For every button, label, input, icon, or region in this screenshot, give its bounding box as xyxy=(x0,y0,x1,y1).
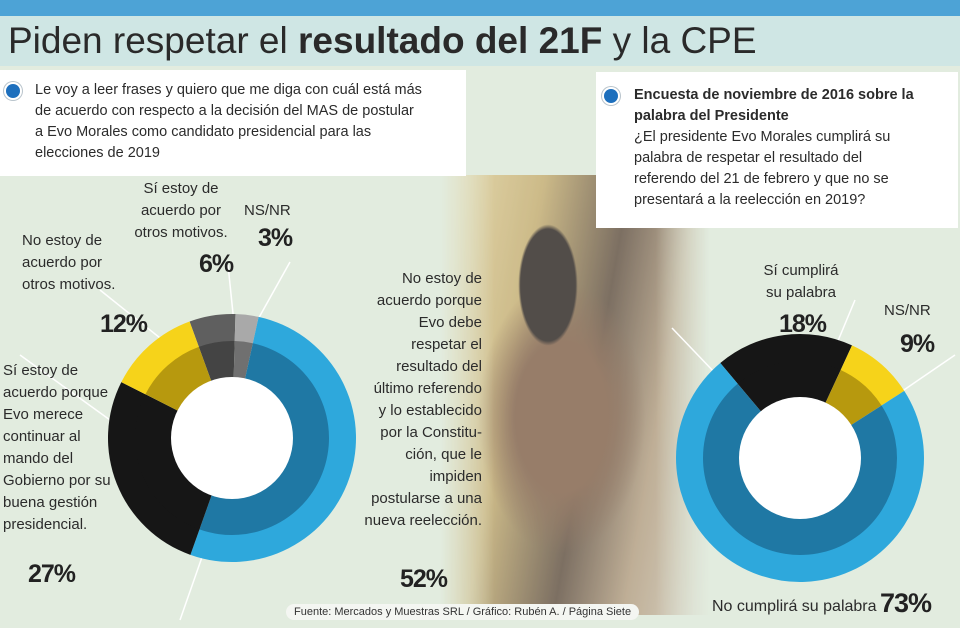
donut-slice-outer xyxy=(190,316,357,563)
leader-line xyxy=(19,354,111,421)
line: No estoy de xyxy=(22,232,103,249)
line: Evo debe xyxy=(418,314,482,331)
pct-label: 9% xyxy=(900,330,935,358)
line: Sí estoy de xyxy=(3,362,79,379)
bullet-icon xyxy=(6,84,20,98)
line: último referendo xyxy=(373,380,482,397)
donut-slice-inner xyxy=(233,341,253,380)
donut-hole xyxy=(739,397,861,519)
line: mando del xyxy=(3,450,74,467)
donut-slice-inner xyxy=(134,394,212,530)
left-question-box xyxy=(0,70,466,176)
pct-label: 18% xyxy=(779,310,827,338)
line: acuerdo porque xyxy=(376,292,482,309)
line: Sí estoy de xyxy=(143,180,219,197)
right-question-box xyxy=(596,72,958,228)
pct-label: 6% xyxy=(199,250,234,278)
title-band xyxy=(0,16,960,66)
label-si-cumplira: Sí cumplirá su palabra xyxy=(756,260,846,304)
line: continuar al xyxy=(3,428,81,445)
line: No estoy de xyxy=(401,270,482,287)
label-nsnr: NS/NR xyxy=(884,302,931,319)
heading-line: palabra del Presidente xyxy=(634,108,789,124)
line: elecciones de 2019 xyxy=(35,145,160,161)
line: otros motivos. xyxy=(134,224,228,241)
line: acuerdo por xyxy=(22,254,103,271)
line: presentará a la reelección en 2019? xyxy=(634,192,866,208)
donut-slice-outer xyxy=(720,334,853,385)
donut-slice-outer xyxy=(676,363,924,582)
voter-photo xyxy=(440,175,710,615)
source-credit: Fuente: Mercados y Muestras SRL / Gráfic… xyxy=(286,604,640,620)
donut-slice-inner xyxy=(199,343,329,535)
line: Sí cumplirá xyxy=(763,262,839,279)
pct-label: 3% xyxy=(258,224,293,252)
line: presidencial. xyxy=(3,516,88,533)
donut-hole xyxy=(171,377,293,499)
donut-slice-outer xyxy=(840,345,905,406)
line: buena gestión xyxy=(3,494,98,511)
left-question: Le voy a leer frases y quiero que me dig… xyxy=(35,80,422,164)
donut-slice-outer xyxy=(189,314,236,348)
line: de acuerdo con respecto a la decisión de… xyxy=(35,103,414,119)
label-si-otros: Sí estoy de acuerdo por otros motivos. xyxy=(122,178,240,244)
line: Evo merece xyxy=(3,406,84,423)
line: respetar el xyxy=(411,336,482,353)
line: Gobierno por su xyxy=(3,472,111,489)
pct-label: 12% xyxy=(100,310,148,338)
line: a Evo Morales como candidato presidencia… xyxy=(35,124,372,140)
right-question: Encuesta de noviembre de 2016 sobre la p… xyxy=(634,85,914,211)
line: impiden xyxy=(429,468,482,485)
pct-label: 52% xyxy=(400,565,448,593)
line: postularse a una xyxy=(371,490,482,507)
line: acuerdo por xyxy=(140,202,222,219)
label-no-cumplira: No cumplirá su palabra xyxy=(712,598,877,615)
pct-label: 27% xyxy=(28,560,76,588)
donut-slice-outer xyxy=(121,321,200,395)
label-nsnr: NS/NR xyxy=(244,202,291,219)
donut-slice-outer xyxy=(107,382,200,555)
label-no-otros: No estoy de acuerdo por otros motivos. xyxy=(22,230,140,296)
donut-slice-inner xyxy=(702,383,897,555)
line: palabra de respetar el resultado del xyxy=(634,150,863,166)
label-no-referendo: No estoy de acuerdo porque Evo debe resp… xyxy=(350,268,482,532)
bullet-icon xyxy=(604,89,618,103)
line: acuerdo porque xyxy=(3,384,109,401)
line: otros motivos. xyxy=(22,276,116,293)
line: resultado del xyxy=(396,358,482,375)
line: ción, que le xyxy=(405,446,482,463)
donut-slice-inner xyxy=(198,341,235,382)
line: referendo del 21 de febrero y que no se xyxy=(634,171,889,187)
donut-slice-inner xyxy=(145,346,212,411)
title-regular: Piden respetar el xyxy=(8,20,299,61)
page-title: Piden respetar el resultado del 21F y la… xyxy=(8,18,757,64)
line: nueva reelección. xyxy=(364,512,482,529)
title-bold: resultado del 21F xyxy=(298,20,603,61)
title-tail: y la CPE xyxy=(602,20,757,61)
heading-line: Encuesta de noviembre de 2016 sobre la xyxy=(634,87,914,103)
line: Le voy a leer frases y quiero que me dig… xyxy=(35,82,422,98)
line: su palabra xyxy=(765,284,837,301)
line: y lo establecido xyxy=(378,402,482,419)
donut-slice-outer xyxy=(234,314,259,345)
label-si-gestion: Sí estoy de acuerdo porque Evo merece co… xyxy=(3,360,111,536)
top-bar xyxy=(0,0,960,16)
line: por la Constitu- xyxy=(380,424,482,441)
line: ¿El presidente Evo Morales cumplirá su xyxy=(634,129,891,145)
pct-label: 73% xyxy=(880,588,932,618)
